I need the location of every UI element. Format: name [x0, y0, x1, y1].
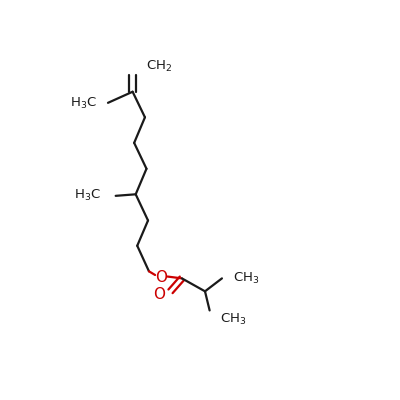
- Text: H$_3$C: H$_3$C: [74, 188, 101, 203]
- Text: O: O: [154, 287, 166, 302]
- Text: O: O: [155, 270, 167, 285]
- Text: CH$_3$: CH$_3$: [233, 271, 259, 286]
- Text: CH$_3$: CH$_3$: [220, 312, 246, 327]
- Text: H$_3$C: H$_3$C: [70, 96, 96, 111]
- Text: CH$_2$: CH$_2$: [146, 59, 173, 74]
